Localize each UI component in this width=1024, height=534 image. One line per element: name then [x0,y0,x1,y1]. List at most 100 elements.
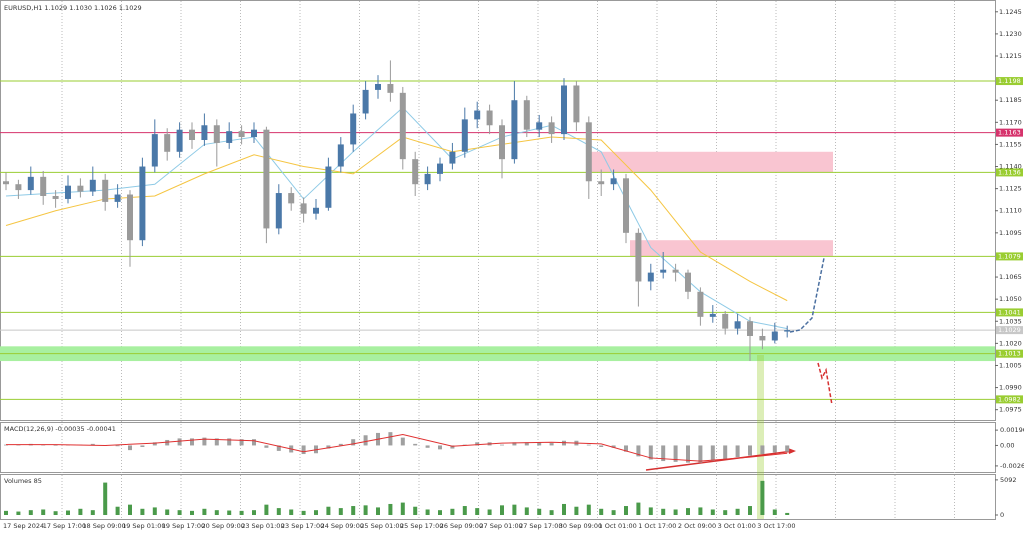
candle-body [536,122,543,130]
macd-bar [673,445,678,462]
volume-bar [425,509,430,515]
macd-label: MACD(12,26,9) -0.00035 -0.00041 [4,425,116,433]
volume-label: Volumes 85 [4,477,42,485]
volume-bar [562,503,566,515]
candle-body [213,125,220,143]
x-label: 18 Sep 09:00 [82,522,125,530]
forecast-down [817,362,833,406]
candle-body [474,110,481,120]
volume-bar [90,510,95,515]
y-tick-label: 1.1065 [999,273,1022,281]
volume-bar [351,506,356,515]
macd-bar [537,442,542,446]
volume-bar [227,510,232,515]
macd-bar [450,445,455,449]
x-label: 25 Sep 01:00 [360,522,403,530]
candle-body [325,166,332,208]
macd-bar [152,442,157,446]
volume-bar [686,508,690,515]
x-label: 17 Sep 2024 [3,522,44,530]
candle-body [449,151,456,164]
candle-body [127,194,133,241]
macd-bar [128,445,132,451]
volume-bar [760,480,765,515]
macd-bar [624,445,628,452]
candle-body [3,181,9,185]
volume-bar [698,507,703,515]
candle-body [585,122,592,182]
macd-bar [264,445,269,448]
volume-bar [128,504,132,515]
macd-bar [475,442,480,446]
volume-bar [475,508,480,515]
y-tick-label: 1.1125 [999,185,1022,193]
candle-body [15,184,22,191]
volume-bar [28,510,33,515]
x-label: 24 Sep 09:00 [321,522,364,530]
volume-bar [103,482,108,515]
volume-bar [524,507,529,515]
volume-bar [673,509,678,515]
candle-body [499,125,505,160]
volume-bar [177,510,182,515]
volume-bar [363,505,368,515]
x-label: 27 Sep 01:00 [479,522,522,530]
volume-bar [487,509,492,515]
level-label: 1.1013 [998,350,1021,358]
candle-body [151,134,158,167]
macd-bar [413,443,418,446]
volume-bar [41,509,46,515]
macd-bar [165,439,170,446]
macd-bar [115,445,120,447]
volume-bar [276,508,281,515]
background-layer [0,1,998,519]
macd-bar [686,445,690,463]
candle-body [251,129,257,138]
volume-panel [0,474,996,520]
candle-body [263,129,270,229]
macd-tick-label: 0.00196 [1000,426,1024,434]
x-label: 3 Oct 17:00 [757,522,795,530]
highlight-band [757,355,764,519]
macd-bar [202,437,207,446]
forecast-up [789,257,825,333]
macd-bar [276,445,281,451]
candle-body [27,176,34,191]
volume-bar [710,509,715,515]
y-tick-label: 1.1095 [999,229,1022,237]
candle-body [672,269,679,273]
level-label: 1.1029 [998,326,1021,334]
volume-bar [735,508,740,515]
volume-bar [115,506,120,515]
macd-bar [760,445,765,455]
volume-bar [239,510,244,515]
macd-bar [388,432,393,446]
candle-body [164,134,171,152]
volume-bar [314,510,318,515]
candle-body [598,181,605,185]
volume-bar [450,508,455,515]
candle-body [375,84,381,90]
level-label: 1.1079 [998,252,1021,260]
candle-body [784,330,791,332]
volume-bar [4,510,8,515]
macd-bar [735,445,740,458]
level-tag [996,252,1023,261]
candle-body [52,196,59,199]
macd-bar [611,445,616,448]
volume-bar [462,506,467,515]
macd-bar [252,439,256,446]
candle-body [226,131,233,143]
candle-body [139,166,146,241]
candle-body [709,313,716,317]
macd-bar [785,445,790,452]
x-label: 23 Sep 01:00 [241,522,284,530]
y-tick-label: 1.1245 [999,8,1022,16]
macd-bar [301,445,306,455]
volume-bar [252,510,256,515]
candle-body [89,179,96,192]
volume-bar [376,507,380,515]
candle-body [697,291,704,317]
candle-body [523,100,530,130]
